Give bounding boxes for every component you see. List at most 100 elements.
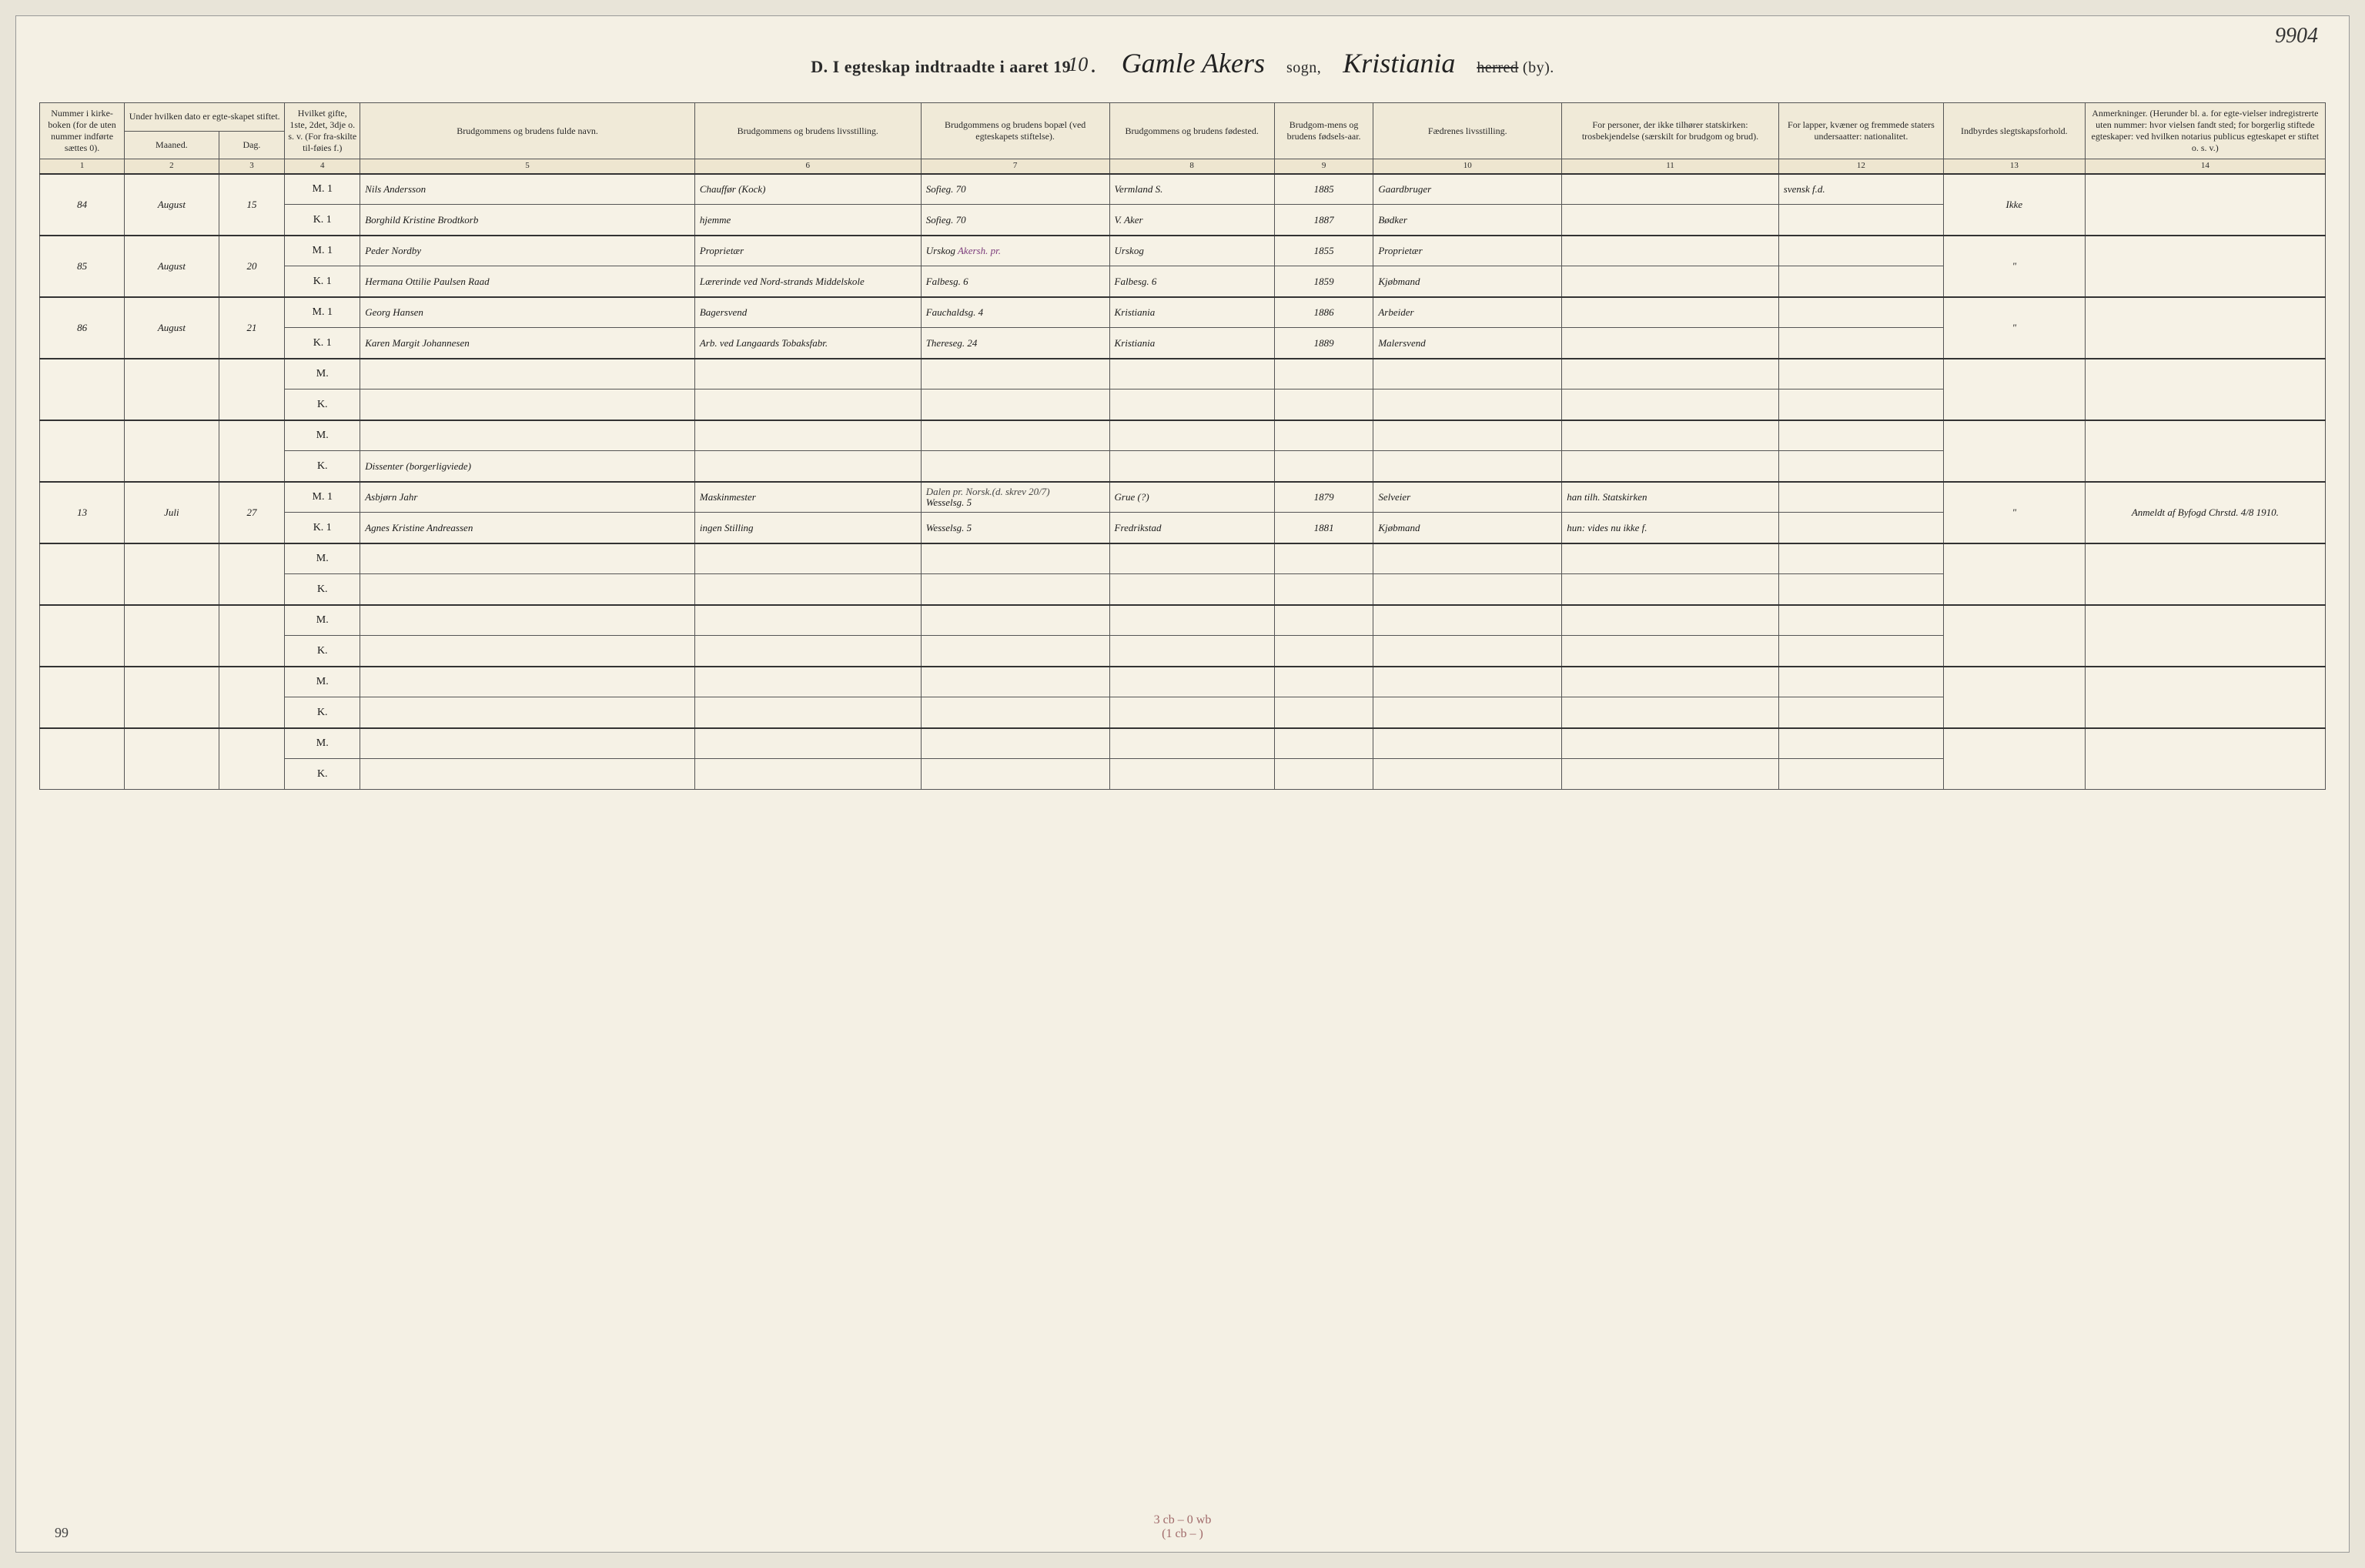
cell-birthyear <box>1274 636 1373 667</box>
cell-birthplace <box>1109 605 1274 636</box>
cell-father-occ: Selveier <box>1373 482 1562 513</box>
cell-birthplace: Grue (?) <box>1109 482 1274 513</box>
cell-address <box>921 636 1109 667</box>
footer-center-a: 3 cb – 0 wb <box>1154 1513 1212 1526</box>
cell-creed: hun: vides nu ikke f. <box>1562 513 1779 543</box>
cell-kinship <box>1944 420 2086 482</box>
entry-month <box>125 420 219 482</box>
colnum: 4 <box>285 159 360 174</box>
cell-address <box>921 728 1109 759</box>
title-period-dot: . <box>1091 57 1096 76</box>
title-prefix: D. I egteskap indtraadte i aaret 19 <box>811 57 1071 76</box>
cell-address <box>921 759 1109 790</box>
column-number-row: 1 2 3 4 5 6 7 8 9 10 11 12 13 14 <box>40 159 2326 174</box>
cell-father-occ: Arbeider <box>1373 297 1562 328</box>
cell-name: Borghild Kristine Brodtkorb <box>360 205 695 236</box>
mk-m: M. <box>285 667 360 697</box>
cell-occupation <box>694 451 921 482</box>
cell-father-occ <box>1373 605 1562 636</box>
entry-month <box>125 359 219 420</box>
cell-nationality <box>1778 236 1943 266</box>
cell-creed <box>1562 266 1779 297</box>
entry-row-m: 85August20M. 1Peder NordbyProprietærUrsk… <box>40 236 2326 266</box>
cell-father-occ <box>1373 420 1562 451</box>
cell-creed <box>1562 543 1779 574</box>
entry-month: Juli <box>125 482 219 543</box>
cell-occupation: Bagersvend <box>694 297 921 328</box>
colnum: 2 <box>125 159 219 174</box>
label-by: (by). <box>1523 59 1554 76</box>
entry-day: 20 <box>219 236 285 297</box>
mk-k: K. <box>285 697 360 728</box>
cell-nationality <box>1778 451 1943 482</box>
cell-birthyear <box>1274 389 1373 420</box>
cell-occupation <box>694 636 921 667</box>
cell-name: Hermana Ottilie Paulsen Raad <box>360 266 695 297</box>
mk-k: K. 1 <box>285 328 360 359</box>
title-year-overwrite: 10 <box>1068 53 1088 75</box>
page-title-line: D. I egteskap indtraadte i aaret 1910. G… <box>39 47 2326 79</box>
cell-birthplace: Kristiania <box>1109 297 1274 328</box>
cell-occupation: ingen Stilling <box>694 513 921 543</box>
cell-name: Karen Margit Johannesen <box>360 328 695 359</box>
cell-birthyear <box>1274 451 1373 482</box>
cell-name <box>360 359 695 389</box>
entry-day <box>219 543 285 605</box>
hdr-creed: For personer, der ikke tilhører statskir… <box>1562 103 1779 159</box>
cell-occupation <box>694 543 921 574</box>
cell-father-occ: Kjøbmand <box>1373 266 1562 297</box>
cell-birthyear <box>1274 574 1373 605</box>
cell-nationality <box>1778 636 1943 667</box>
cell-father-occ <box>1373 359 1562 389</box>
entry-row-m: 13Juli27M. 1Asbjørn JahrMaskinmesterDale… <box>40 482 2326 513</box>
cell-father-occ <box>1373 389 1562 420</box>
entry-day: 21 <box>219 297 285 359</box>
cell-birthplace <box>1109 451 1274 482</box>
cell-birthyear: 1855 <box>1274 236 1373 266</box>
cell-remarks <box>2085 728 2325 790</box>
mk-m: M. 1 <box>285 482 360 513</box>
cell-remarks <box>2085 667 2325 728</box>
cell-occupation: Chauffør (Kock) <box>694 174 921 205</box>
cell-address <box>921 667 1109 697</box>
mk-k: K. <box>285 574 360 605</box>
hdr-number: Nummer i kirke-boken (for de uten nummer… <box>40 103 125 159</box>
cell-address <box>921 359 1109 389</box>
cell-birthyear <box>1274 759 1373 790</box>
entry-day: 15 <box>219 174 285 236</box>
cell-nationality <box>1778 420 1943 451</box>
cell-creed <box>1562 759 1779 790</box>
cell-remarks <box>2085 359 2325 420</box>
entry-month <box>125 667 219 728</box>
cell-address: Falbesg. 6 <box>921 266 1109 297</box>
cell-birthyear <box>1274 697 1373 728</box>
cell-creed <box>1562 389 1779 420</box>
cell-nationality <box>1778 297 1943 328</box>
entry-day <box>219 420 285 482</box>
cell-address <box>921 420 1109 451</box>
cell-address <box>921 605 1109 636</box>
hdr-kinship: Indbyrdes slegtskapsforhold. <box>1944 103 2086 159</box>
cell-address <box>921 451 1109 482</box>
cell-occupation <box>694 697 921 728</box>
hdr-remarks: Anmerkninger. (Herunder bl. a. for egte-… <box>2085 103 2325 159</box>
cell-name <box>360 543 695 574</box>
footer-left-note: 99 <box>55 1525 69 1541</box>
cell-kinship <box>1944 543 2086 605</box>
cell-occupation <box>694 728 921 759</box>
cell-birthplace <box>1109 389 1274 420</box>
cell-father-occ: Malersvend <box>1373 328 1562 359</box>
hdr-day: Dag. <box>219 131 285 159</box>
hdr-birthyear: Brudgom-mens og brudens fødsels-aar. <box>1274 103 1373 159</box>
cell-nationality <box>1778 266 1943 297</box>
cell-nationality <box>1778 759 1943 790</box>
cell-nationality <box>1778 543 1943 574</box>
colnum: 5 <box>360 159 695 174</box>
cell-remarks: Anmeldt af Byfogd Chrstd. 4/8 1910. <box>2085 482 2325 543</box>
entry-row-m: M. <box>40 605 2326 636</box>
entry-number <box>40 605 125 667</box>
cell-creed <box>1562 205 1779 236</box>
entry-row-m: M. <box>40 728 2326 759</box>
colnum: 11 <box>1562 159 1779 174</box>
cell-birthyear <box>1274 667 1373 697</box>
